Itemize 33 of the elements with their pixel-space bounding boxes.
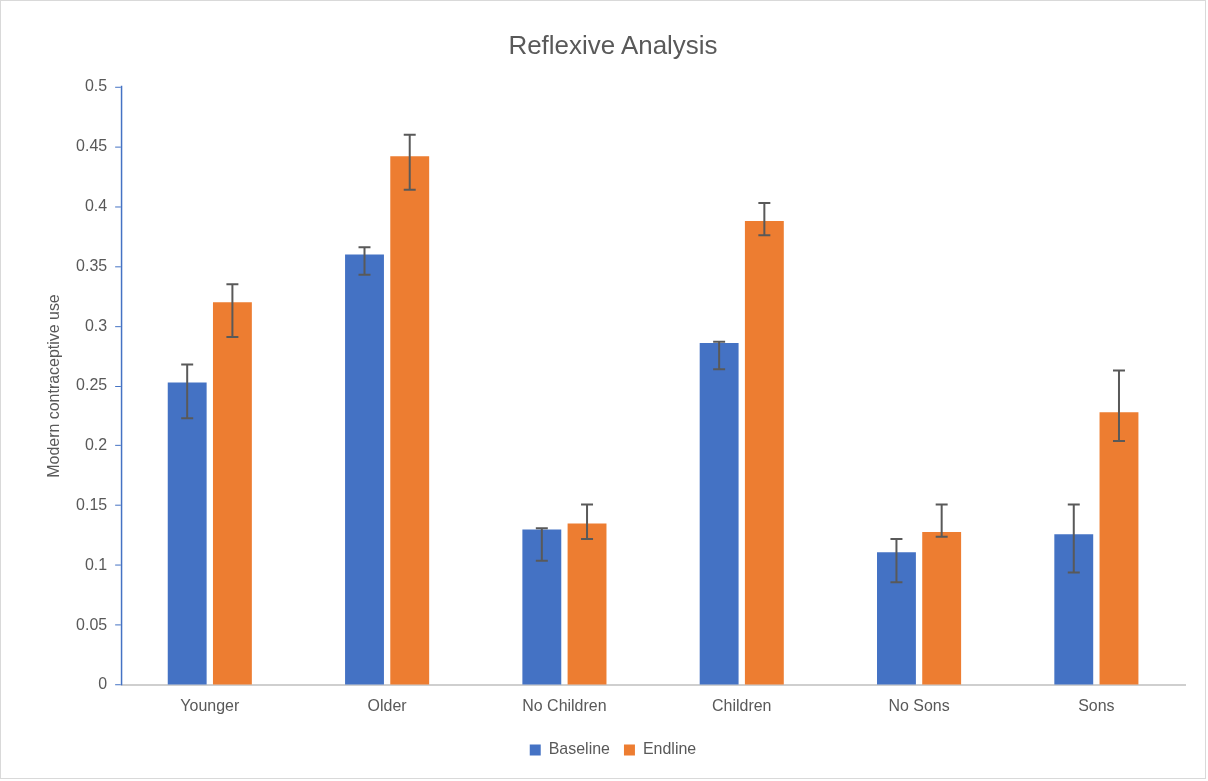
- y-tick-label: 0.3: [84, 316, 108, 334]
- y-tick-label: 0.2: [84, 436, 108, 454]
- bar: [699, 342, 739, 685]
- x-tick-label: Sons: [1078, 696, 1115, 714]
- bar: [877, 552, 916, 685]
- x-tick-label: No Children: [522, 696, 607, 714]
- bar: [212, 302, 252, 685]
- legend-label: Baseline: [548, 740, 611, 758]
- bar: [522, 529, 562, 685]
- y-tick-label: 0.05: [76, 615, 108, 633]
- x-tick-label: Younger: [180, 696, 240, 714]
- y-tick-label: 0.25: [76, 376, 108, 394]
- y-axis-title: Modern contraceptive use: [44, 294, 62, 478]
- y-tick-label: 0.45: [76, 137, 108, 155]
- legend-label: Endline: [642, 740, 697, 758]
- x-tick-label: Children: [712, 696, 772, 714]
- y-tick-label: 0.4: [84, 196, 108, 214]
- bar: [922, 531, 962, 685]
- bar: [1099, 412, 1139, 685]
- y-tick-label: 0.5: [84, 77, 108, 95]
- bar: [345, 254, 384, 685]
- y-tick-label: 0.35: [76, 256, 108, 274]
- chart-title: Reflexive Analysis: [508, 30, 718, 59]
- y-tick-label: 0.1: [84, 555, 108, 573]
- bar: [1054, 534, 1094, 685]
- bar: [390, 156, 430, 685]
- y-tick-label: 0: [98, 675, 108, 693]
- bar: [744, 220, 784, 685]
- bar: [567, 523, 607, 685]
- x-tick-label: No Sons: [888, 696, 950, 714]
- y-tick-label: 0.15: [76, 496, 108, 514]
- x-tick-label: Older: [367, 696, 408, 714]
- bar: [167, 382, 207, 685]
